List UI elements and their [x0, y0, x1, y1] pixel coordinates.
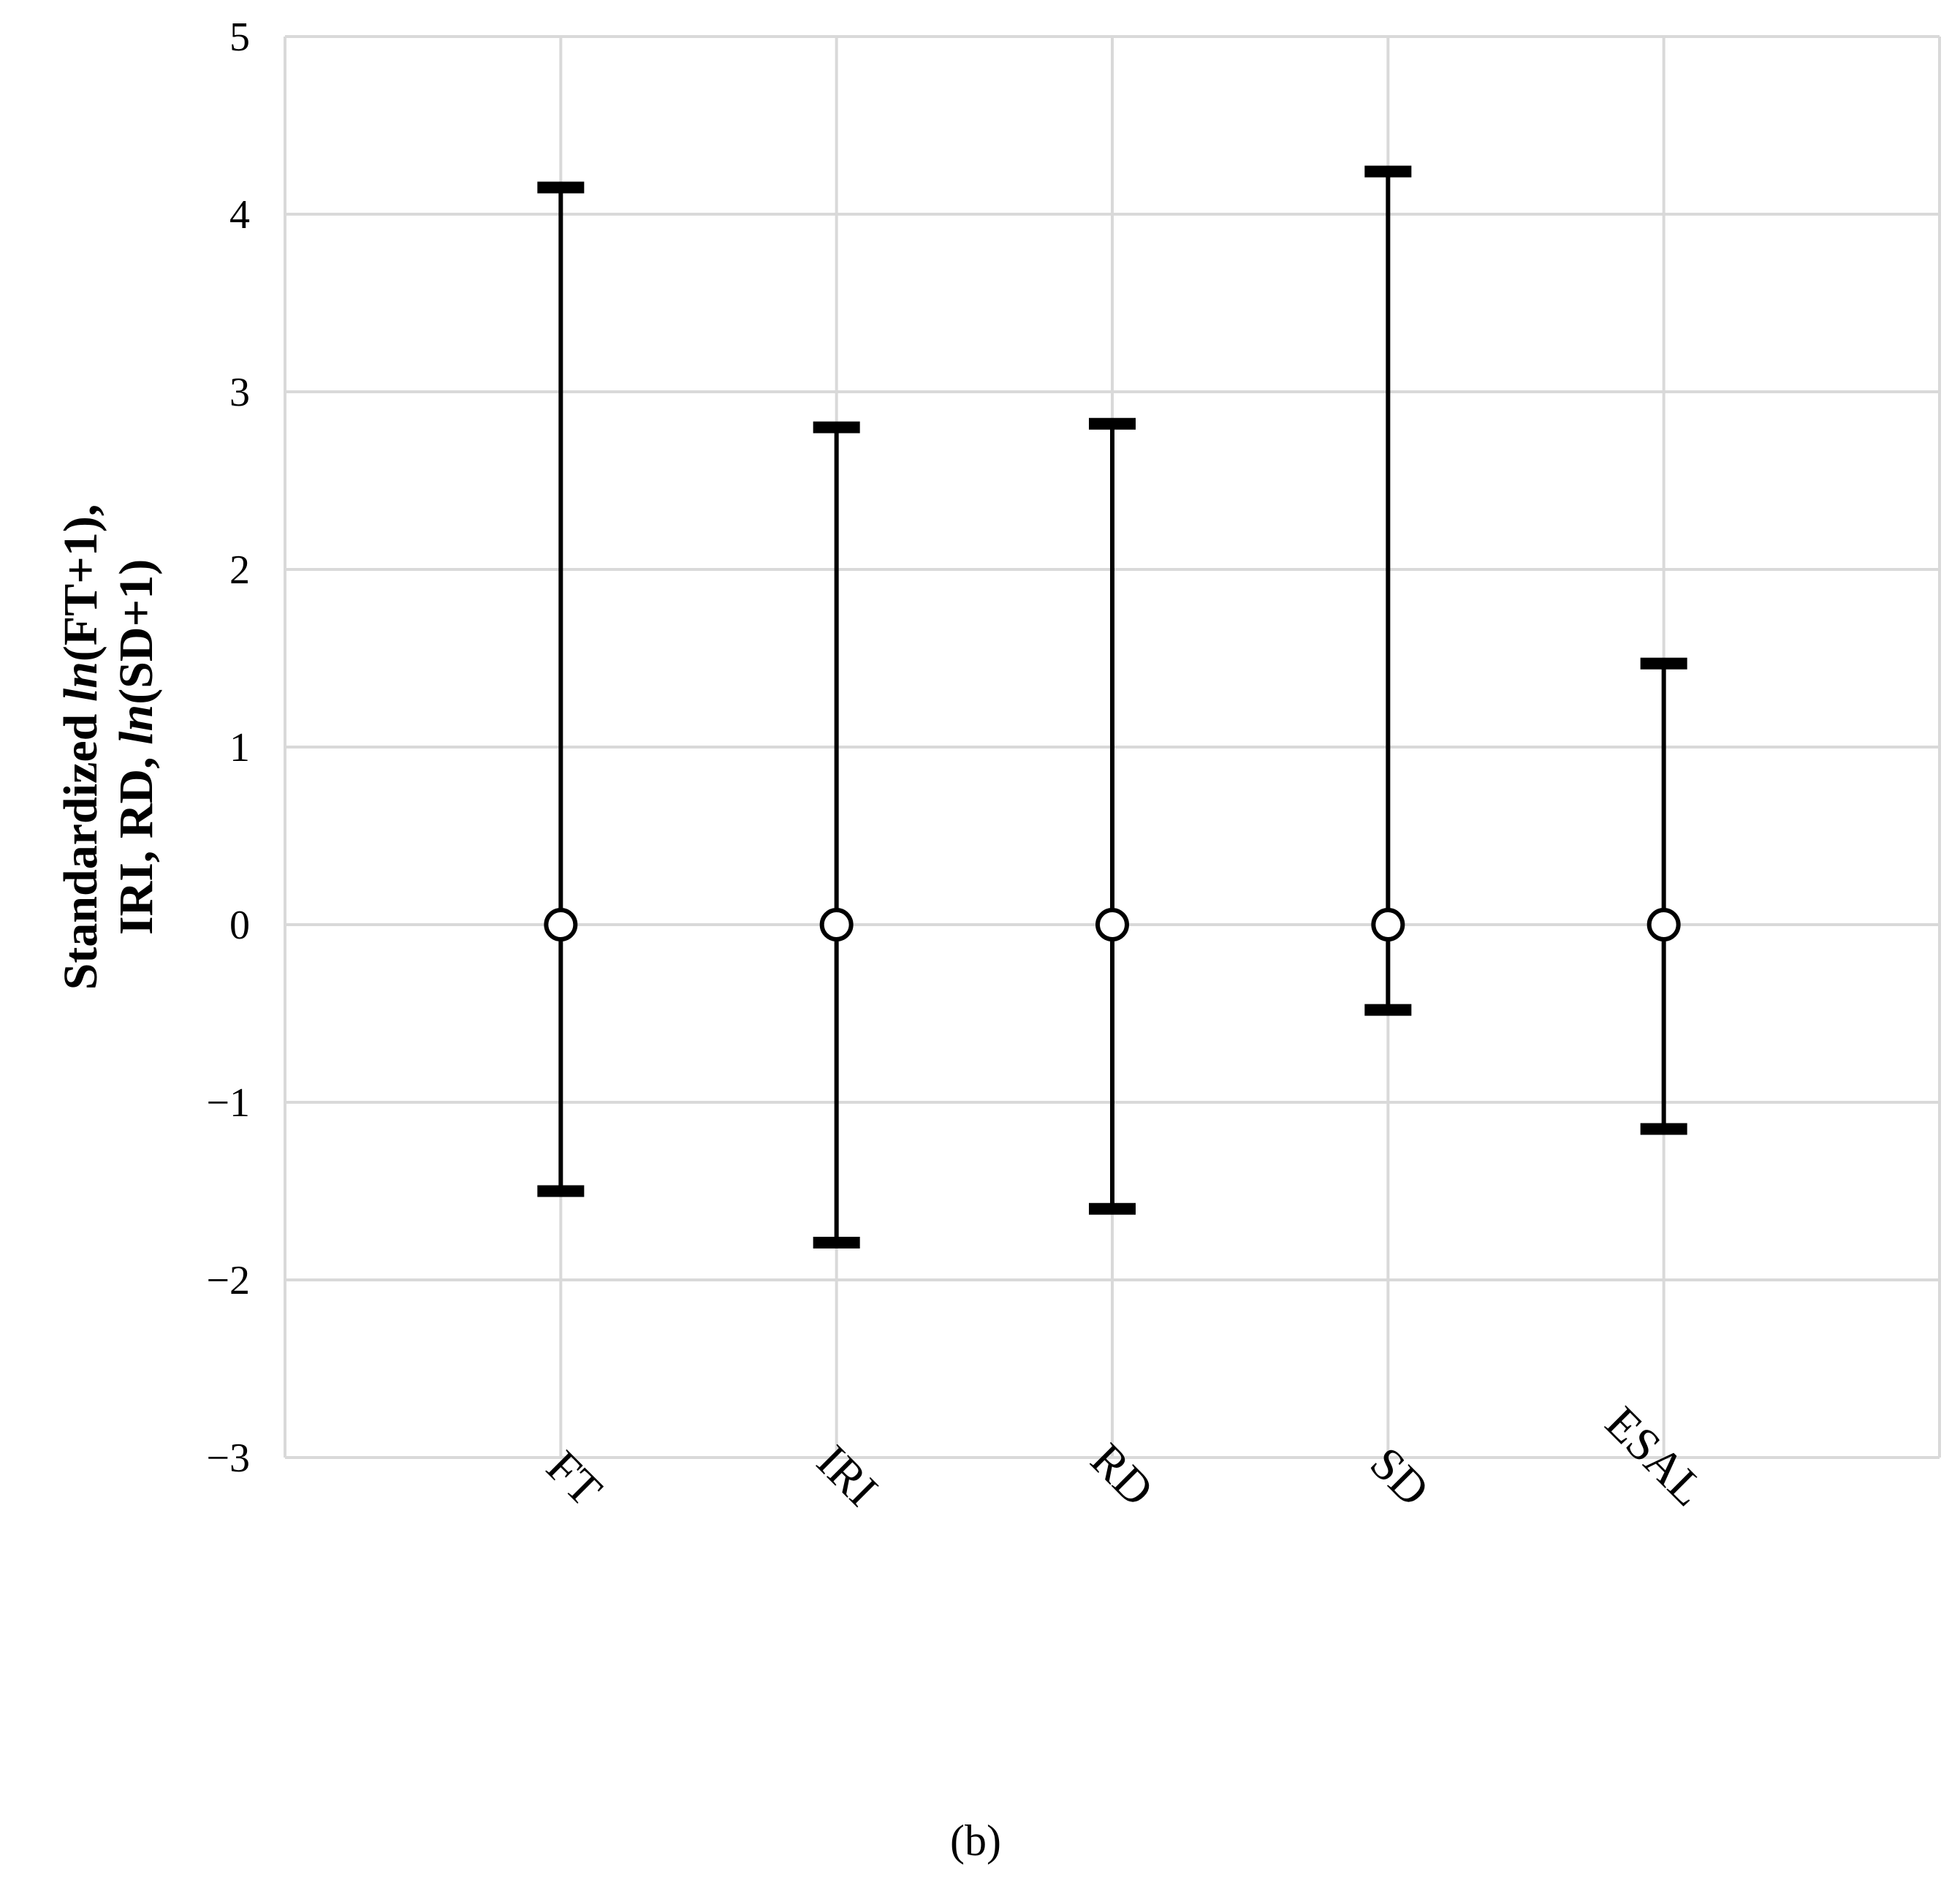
- y-axis-label-segment: Standardized: [54, 702, 107, 990]
- mean-marker: [1646, 908, 1681, 941]
- mean-marker: [544, 908, 578, 941]
- y-tick-label: 2: [229, 547, 250, 593]
- y-axis-label-segment: (FT+1),: [54, 504, 107, 662]
- y-tick-label: 3: [229, 370, 250, 415]
- y-tick-label: 1: [229, 725, 250, 770]
- y-tick-label: 0: [229, 903, 250, 948]
- x-tick-label: IRI: [807, 1435, 888, 1516]
- figure-caption: (b): [950, 1816, 1001, 1865]
- y-axis-label: Standardized ln(FT+1),IRI, RD, ln(SD+1): [54, 504, 163, 990]
- y-axis-label-segment: ln: [54, 662, 107, 702]
- error-bar-esal: [1640, 657, 1687, 1135]
- error-bar-sd: [1364, 165, 1412, 1016]
- y-tick-label: 4: [229, 192, 250, 238]
- y-tick-label: −2: [206, 1258, 250, 1303]
- mean-marker: [819, 908, 854, 941]
- error-bar-ft: [537, 181, 585, 1197]
- y-axis-label-segment: IRI, RD,: [110, 745, 163, 935]
- y-axis-label-segment: ln: [110, 705, 163, 745]
- y-tick-label: −1: [206, 1080, 250, 1126]
- y-axis-ticks: 5 4 3 2 1 0 −1 −2 −3: [206, 15, 250, 1481]
- y-tick-label: 5: [229, 15, 250, 60]
- error-bar-rd: [1089, 417, 1136, 1215]
- error-bar-iri: [813, 421, 860, 1248]
- y-tick-label: −3: [206, 1436, 250, 1481]
- mean-marker: [1095, 908, 1129, 941]
- error-bars: [537, 165, 1687, 1248]
- y-axis-label-segment: (SD+1): [110, 559, 163, 705]
- mean-marker: [1371, 908, 1405, 941]
- x-tick-label: RD: [1081, 1433, 1163, 1516]
- x-tick-label: SD: [1361, 1437, 1440, 1516]
- x-tick-label: FT: [537, 1441, 612, 1516]
